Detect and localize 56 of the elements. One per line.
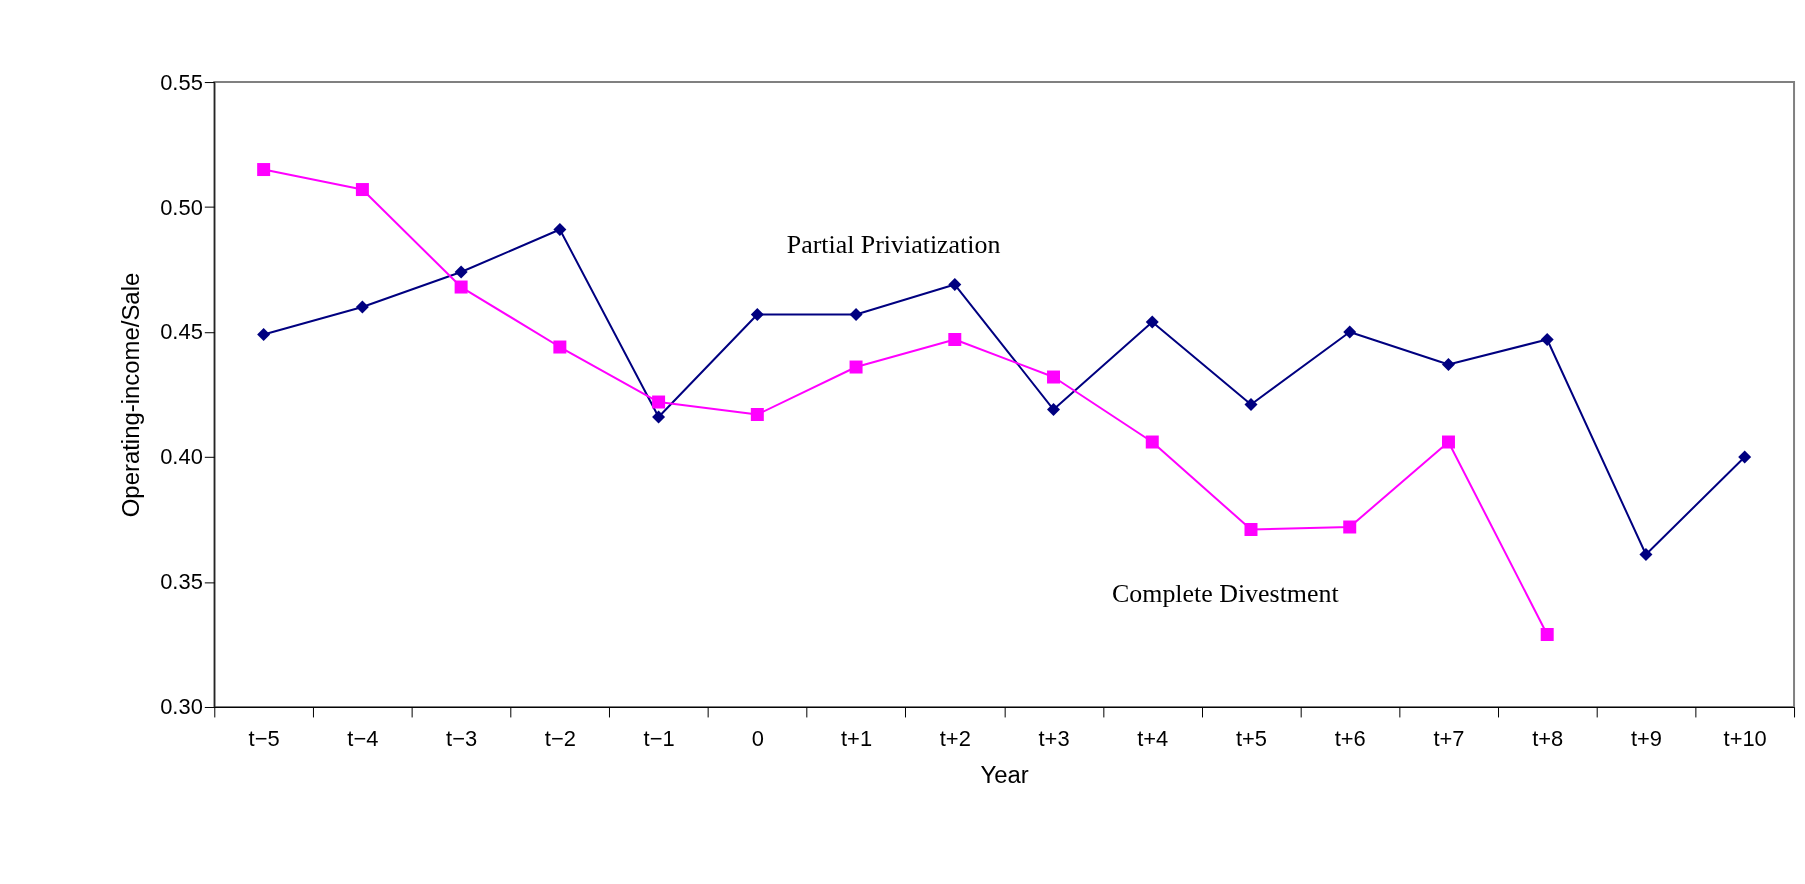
point — [553, 340, 567, 354]
y-tick-label: 0.45 — [160, 319, 203, 345]
x-tick-label: t−2 — [544, 726, 576, 752]
point — [1145, 315, 1159, 329]
x-tick-label: t+8 — [1532, 726, 1564, 752]
point — [1244, 398, 1258, 412]
x-tick-label: t+2 — [939, 726, 971, 752]
point — [948, 278, 962, 292]
x-tick-label: 0 — [751, 726, 764, 752]
point — [1047, 370, 1061, 384]
point — [948, 333, 962, 347]
point — [1145, 435, 1159, 449]
point — [553, 223, 567, 237]
point — [1639, 548, 1653, 561]
y-axis-title: Operating-income/Sale — [117, 272, 145, 518]
point — [652, 410, 666, 424]
point — [1441, 358, 1455, 372]
x-axis-title: Year — [980, 761, 1029, 789]
x-tick-label: t+7 — [1433, 726, 1465, 752]
series-label: Complete Divestment — [1112, 579, 1340, 609]
point — [355, 300, 369, 314]
series-label: Partial Priviatization — [786, 229, 1001, 259]
point — [1540, 627, 1554, 641]
x-tick-label: t+3 — [1038, 726, 1070, 752]
x-tick-label: t−4 — [347, 726, 379, 752]
point — [750, 408, 764, 422]
x-tick-label: t+9 — [1630, 726, 1662, 752]
point — [750, 308, 764, 322]
point — [257, 163, 271, 177]
point — [1047, 403, 1061, 417]
y-tick-label: 0.40 — [160, 444, 203, 470]
point — [1540, 333, 1554, 347]
point — [454, 280, 468, 294]
point — [1343, 520, 1357, 534]
x-tick-label: t−1 — [643, 726, 675, 752]
point — [355, 183, 369, 197]
y-tick-label: 0.35 — [160, 569, 203, 595]
point — [1343, 325, 1357, 339]
point — [849, 308, 863, 322]
point — [257, 328, 271, 342]
point — [454, 265, 468, 279]
point — [849, 360, 863, 374]
x-tick-label: t−5 — [248, 726, 280, 752]
x-tick-label: t+6 — [1334, 726, 1366, 752]
point — [652, 395, 666, 409]
x-tick-label: t−3 — [446, 726, 478, 752]
x-tick-label: t+1 — [841, 726, 873, 752]
y-tick-label: 0.30 — [160, 694, 203, 720]
point — [1738, 450, 1752, 464]
point — [1244, 523, 1258, 536]
point — [1441, 435, 1455, 449]
x-tick-label: t+10 — [1723, 726, 1767, 752]
y-tick-label: 0.55 — [160, 69, 203, 95]
x-tick-label: t+5 — [1235, 726, 1268, 752]
x-tick-label: t+4 — [1137, 726, 1169, 752]
y-tick-label: 0.50 — [160, 194, 203, 220]
